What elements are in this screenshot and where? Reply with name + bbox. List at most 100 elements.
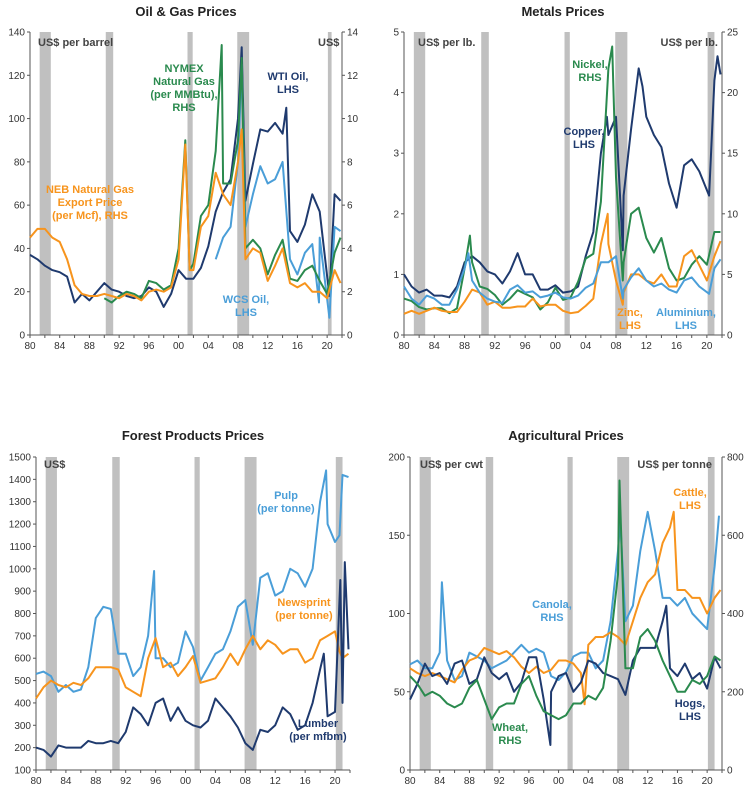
x-tick-label: 88 xyxy=(459,341,471,352)
left-tick-label: 50 xyxy=(394,687,406,698)
left-tick-label: 200 xyxy=(14,743,31,754)
left-tick-label: 100 xyxy=(14,766,31,777)
recession-band xyxy=(707,457,715,770)
oil-gas-prices-panel: Oil & Gas Prices020406080100120140024681… xyxy=(8,4,358,352)
x-tick-label: 04 xyxy=(203,341,215,352)
annotation-line: Newsprint xyxy=(277,597,331,609)
recession-band xyxy=(481,32,489,335)
series-line-canola-rhs xyxy=(409,510,720,681)
x-tick-label: 12 xyxy=(270,776,282,787)
x-tick-label: 08 xyxy=(240,776,252,787)
left-tick-label: 700 xyxy=(14,631,31,642)
x-tick-label: 04 xyxy=(210,776,222,787)
left-tick-label: 100 xyxy=(8,114,25,125)
left-tick-label: 900 xyxy=(14,587,31,598)
x-tick-label: 96 xyxy=(520,341,532,352)
x-tick-label: 84 xyxy=(60,776,72,787)
series-annotation: NEB Natural Gas Export Price (per Mcf), RH… xyxy=(46,184,134,222)
x-tick-label: 92 xyxy=(489,341,501,352)
x-tick-label: 08 xyxy=(612,776,624,787)
right-tick-label: 15 xyxy=(727,149,739,160)
annotation-line: (per MMBtu), xyxy=(150,89,217,101)
left-tick-label: 2 xyxy=(393,209,399,220)
annotation-line: Nickel, xyxy=(572,59,607,71)
left-tick-label: 1500 xyxy=(9,453,32,464)
left-tick-label: 0 xyxy=(19,331,25,342)
recession-band xyxy=(485,457,494,770)
x-tick-label: 84 xyxy=(54,341,66,352)
x-tick-label: 08 xyxy=(232,341,244,352)
left-tick-label: 20 xyxy=(14,287,26,298)
x-tick-label: 16 xyxy=(672,776,684,787)
recession-band xyxy=(105,32,114,335)
x-tick-label: 16 xyxy=(300,776,312,787)
right-tick-label: 2 xyxy=(347,287,353,298)
right-tick-label: 14 xyxy=(347,28,359,39)
x-tick-label: 20 xyxy=(322,341,334,352)
chart-title: Forest Products Prices xyxy=(122,428,264,443)
left-tick-label: 1000 xyxy=(9,564,32,575)
x-tick-label: 00 xyxy=(550,341,562,352)
left-axis-unit: US$ per lb. xyxy=(418,37,475,49)
right-axis-unit: US$ xyxy=(318,37,339,49)
x-tick-label: 88 xyxy=(90,776,102,787)
left-tick-label: 60 xyxy=(14,201,26,212)
annotation-line: RHS xyxy=(498,735,521,747)
left-tick-label: 100 xyxy=(388,609,405,620)
left-tick-label: 400 xyxy=(14,698,31,709)
right-tick-label: 0 xyxy=(347,331,353,342)
left-axis-unit: US$ xyxy=(44,459,65,471)
x-tick-label: 84 xyxy=(429,341,441,352)
x-tick-label: 96 xyxy=(150,776,162,787)
x-tick-label: 00 xyxy=(173,341,185,352)
annotation-line: Copper, xyxy=(564,126,605,138)
right-tick-label: 0 xyxy=(727,766,733,777)
right-tick-label: 20 xyxy=(727,88,739,99)
series-line-neb-natural-gas-export-price-per-mcf-rhs xyxy=(29,128,342,302)
annotation-line: (per tonne) xyxy=(275,610,333,622)
series-line-copper-lhs xyxy=(403,55,722,299)
left-tick-label: 800 xyxy=(14,609,31,620)
recession-band xyxy=(194,457,200,770)
right-tick-label: 400 xyxy=(727,609,744,620)
right-tick-label: 0 xyxy=(727,331,733,342)
annotation-line: Pulp xyxy=(274,490,298,502)
annotation-line: Wheat, xyxy=(492,722,528,734)
annotation-line: Aluminium, xyxy=(656,307,716,319)
series-line-pulp-per-tonne xyxy=(35,469,349,693)
annotation-line: LHS xyxy=(675,320,697,332)
right-tick-label: 800 xyxy=(727,453,744,464)
series-line-wcs-oil-lhs xyxy=(214,63,342,319)
series-annotation: Zinc, LHS xyxy=(617,307,643,332)
x-tick-label: 80 xyxy=(404,776,416,787)
x-tick-label: 88 xyxy=(464,776,476,787)
chart-title: Agricultural Prices xyxy=(508,428,624,443)
left-tick-label: 500 xyxy=(14,676,31,687)
chart-title: Oil & Gas Prices xyxy=(135,4,236,19)
recession-band xyxy=(413,32,426,335)
annotation-line: RHS xyxy=(172,102,195,114)
left-tick-label: 0 xyxy=(393,331,399,342)
annotation-line: RHS xyxy=(578,72,601,84)
left-tick-label: 1300 xyxy=(9,497,32,508)
annotation-line: Natural Gas xyxy=(153,76,215,88)
annotation-line: NEB Natural Gas xyxy=(46,184,134,196)
agricultural-prices-panel: Agricultural Prices050100150200020040060… xyxy=(388,428,744,787)
x-tick-label: 20 xyxy=(701,341,713,352)
series-annotation: NYMEX Natural Gas (per MMBtu), RHS xyxy=(150,63,217,114)
left-tick-label: 120 xyxy=(8,71,25,82)
right-tick-label: 8 xyxy=(347,157,353,168)
x-tick-label: 92 xyxy=(494,776,506,787)
series-annotation: Nickel, RHS xyxy=(572,59,607,84)
annotation-line: Zinc, xyxy=(617,307,643,319)
annotation-line: WTI Oil, xyxy=(268,71,309,83)
forest-products-prices-panel: Forest Products Prices 100 200 300 400 500 600… xyxy=(9,428,351,787)
series-annotation: WCS Oil, LHS xyxy=(223,294,269,319)
recession-band xyxy=(45,457,57,770)
right-tick-label: 6 xyxy=(347,201,353,212)
right-tick-label: 200 xyxy=(727,687,744,698)
series-line-wti-oil-lhs xyxy=(29,46,342,308)
right-tick-label: 10 xyxy=(727,209,739,220)
series-line-zinc-lhs xyxy=(403,212,722,315)
